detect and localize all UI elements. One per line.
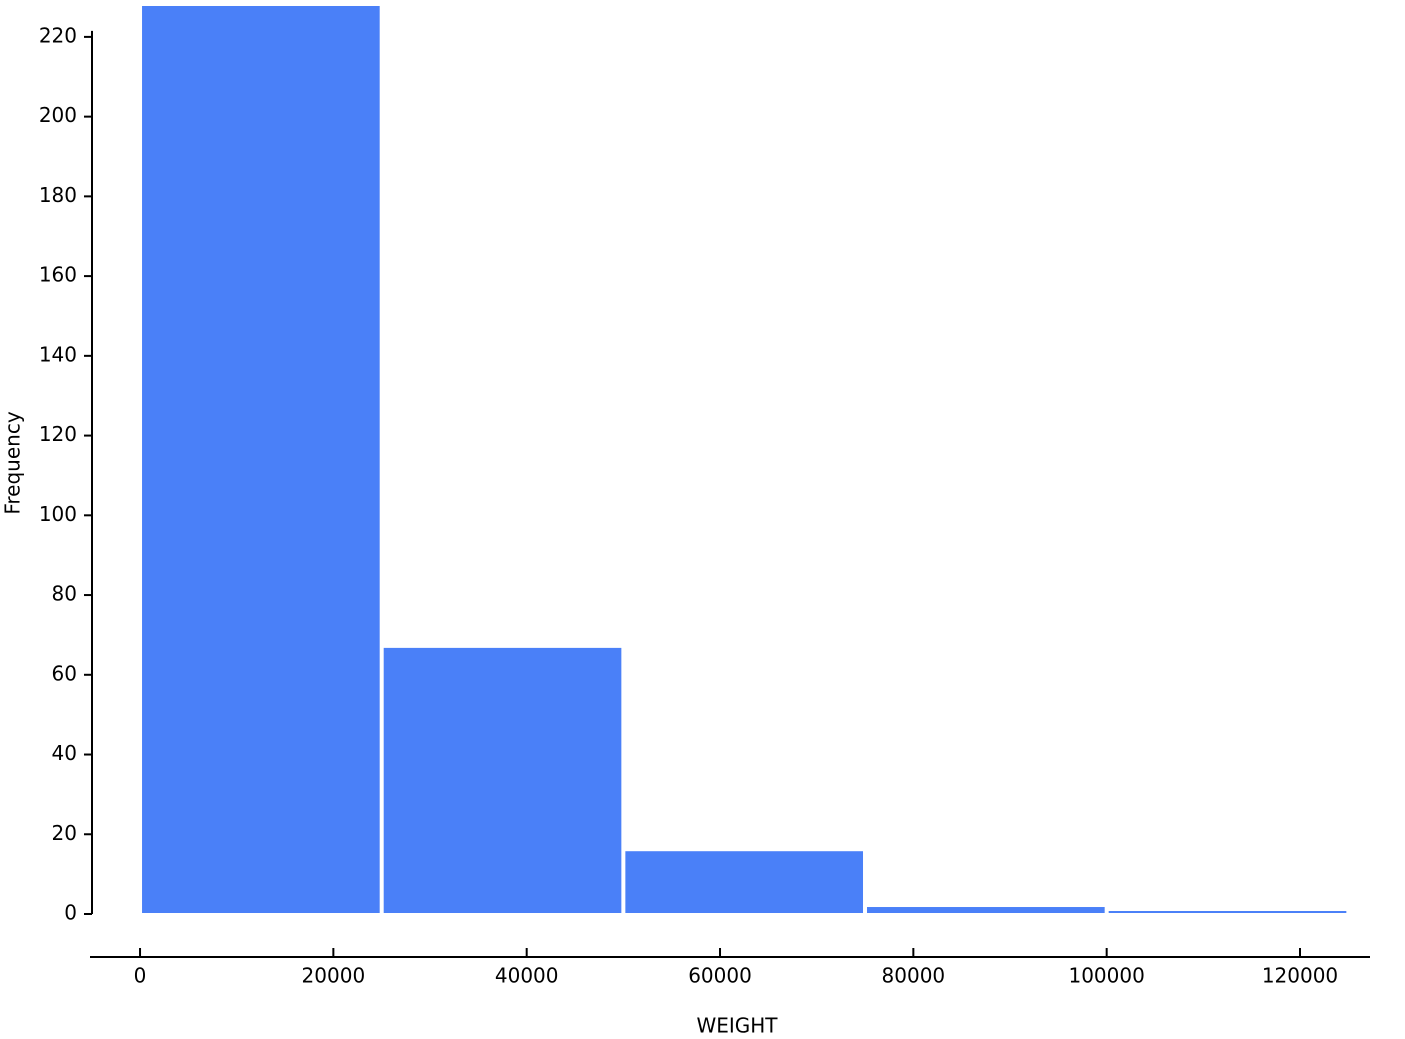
y-tick-label: 80 bbox=[52, 582, 77, 606]
y-tick-label: 20 bbox=[52, 821, 77, 845]
y-tick-label: 140 bbox=[39, 342, 77, 366]
bar bbox=[623, 849, 866, 915]
x-tick-label: 0 bbox=[134, 964, 147, 988]
x-tick-label: 100000 bbox=[1068, 964, 1144, 988]
y-tick-label: 220 bbox=[39, 23, 77, 47]
y-tick-label: 100 bbox=[39, 502, 77, 526]
y-tick-label: 120 bbox=[39, 422, 77, 446]
x-tick-label: 80000 bbox=[882, 964, 946, 988]
y-tick-label: 0 bbox=[64, 901, 77, 925]
y-tick-label: 160 bbox=[39, 263, 77, 287]
bar bbox=[381, 645, 624, 915]
x-tick-label: 60000 bbox=[688, 964, 752, 988]
x-tick-label: 120000 bbox=[1262, 964, 1338, 988]
x-axis-label: WEIGHT bbox=[696, 1014, 778, 1038]
bar bbox=[1106, 909, 1349, 916]
bar bbox=[865, 905, 1107, 915]
x-tick-label: 20000 bbox=[302, 964, 366, 988]
y-tick-label: 40 bbox=[52, 741, 77, 765]
bar bbox=[140, 4, 382, 915]
y-tick-label: 200 bbox=[39, 103, 77, 127]
y-tick-label: 60 bbox=[52, 661, 77, 685]
y-axis-label: Frequency bbox=[1, 411, 25, 514]
y-tick-label: 180 bbox=[39, 183, 77, 207]
x-tick-label: 40000 bbox=[495, 964, 559, 988]
